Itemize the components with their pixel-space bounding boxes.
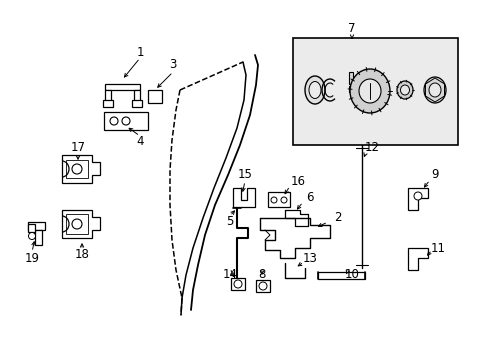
Circle shape — [259, 282, 266, 290]
Ellipse shape — [358, 79, 380, 103]
Polygon shape — [132, 100, 142, 107]
Text: 12: 12 — [364, 141, 379, 154]
Text: 14: 14 — [222, 269, 237, 282]
Text: 11: 11 — [429, 242, 445, 255]
Text: 6: 6 — [305, 192, 313, 204]
Polygon shape — [66, 214, 88, 234]
Text: 10: 10 — [344, 269, 359, 282]
Polygon shape — [407, 248, 427, 270]
Polygon shape — [62, 155, 100, 183]
Text: 17: 17 — [70, 141, 85, 154]
Text: 5: 5 — [226, 216, 233, 229]
Polygon shape — [348, 72, 352, 84]
Text: 4: 4 — [136, 135, 143, 148]
Text: 1: 1 — [136, 45, 143, 58]
Text: 15: 15 — [237, 168, 252, 181]
Polygon shape — [148, 90, 162, 103]
Ellipse shape — [308, 81, 320, 99]
Polygon shape — [256, 280, 269, 292]
Circle shape — [413, 192, 421, 200]
Ellipse shape — [305, 76, 325, 104]
Polygon shape — [66, 160, 88, 178]
Polygon shape — [62, 210, 100, 238]
Text: 7: 7 — [347, 22, 355, 35]
Ellipse shape — [423, 77, 445, 103]
Text: 3: 3 — [169, 58, 176, 72]
Circle shape — [234, 280, 242, 288]
Circle shape — [122, 117, 130, 125]
Polygon shape — [35, 230, 42, 245]
Ellipse shape — [349, 69, 389, 113]
Text: 18: 18 — [74, 248, 89, 261]
Text: 8: 8 — [258, 269, 265, 282]
Text: 19: 19 — [24, 252, 40, 265]
Text: 16: 16 — [290, 175, 305, 189]
Ellipse shape — [428, 83, 440, 97]
Polygon shape — [134, 90, 140, 102]
Circle shape — [28, 233, 36, 239]
Bar — [292, 38, 457, 145]
Polygon shape — [232, 188, 254, 207]
Polygon shape — [267, 192, 289, 207]
Ellipse shape — [400, 85, 408, 95]
Polygon shape — [28, 222, 45, 230]
Polygon shape — [103, 100, 113, 107]
Ellipse shape — [396, 81, 412, 99]
Text: 13: 13 — [302, 252, 317, 265]
Polygon shape — [317, 272, 364, 279]
Circle shape — [281, 197, 286, 203]
Text: 2: 2 — [334, 211, 341, 225]
Polygon shape — [28, 224, 35, 232]
Circle shape — [72, 164, 82, 174]
Polygon shape — [105, 84, 140, 90]
Polygon shape — [348, 86, 352, 92]
Polygon shape — [230, 278, 244, 290]
Polygon shape — [105, 90, 111, 102]
Circle shape — [72, 219, 82, 229]
Polygon shape — [407, 188, 427, 210]
Circle shape — [110, 117, 118, 125]
Text: 9: 9 — [430, 168, 438, 181]
Polygon shape — [104, 112, 148, 130]
Circle shape — [270, 197, 276, 203]
